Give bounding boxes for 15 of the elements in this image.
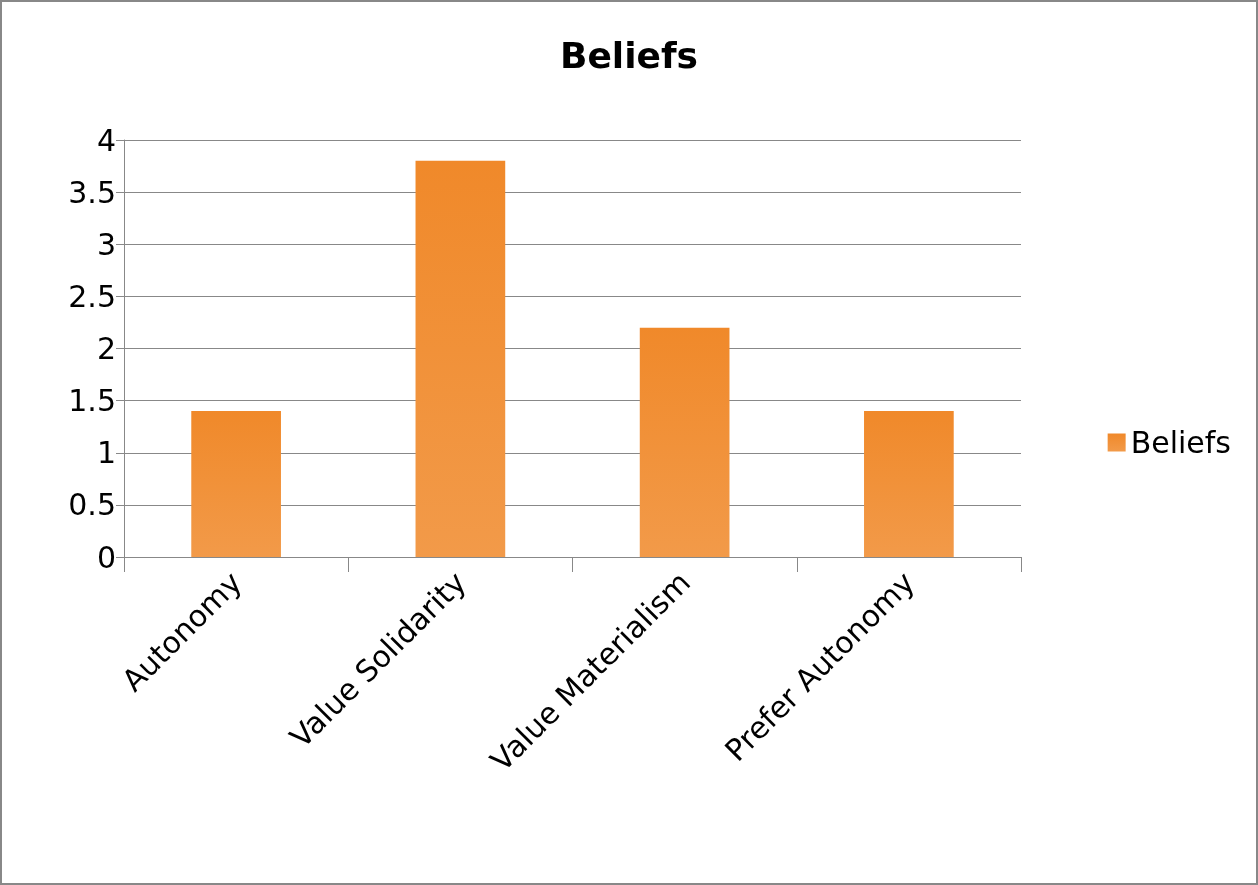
y-tick-label: 1	[96, 435, 116, 471]
chart-title: Beliefs	[559, 34, 699, 76]
bar	[415, 160, 506, 557]
y-tick-label: 3	[96, 226, 116, 262]
bar	[864, 411, 954, 557]
y-tick-label: 3.5	[68, 174, 116, 210]
bar	[639, 327, 730, 557]
y-tick-label: 2.5	[68, 278, 116, 314]
bar	[191, 411, 281, 557]
y-tick-label: 0	[96, 539, 116, 575]
y-tick-label: 4	[96, 122, 116, 158]
legend-label: Beliefs	[1130, 425, 1231, 460]
y-tick-label: 1.5	[68, 383, 116, 419]
y-tick-label: 2	[96, 331, 116, 366]
y-tick-label: 0.5	[68, 487, 116, 523]
